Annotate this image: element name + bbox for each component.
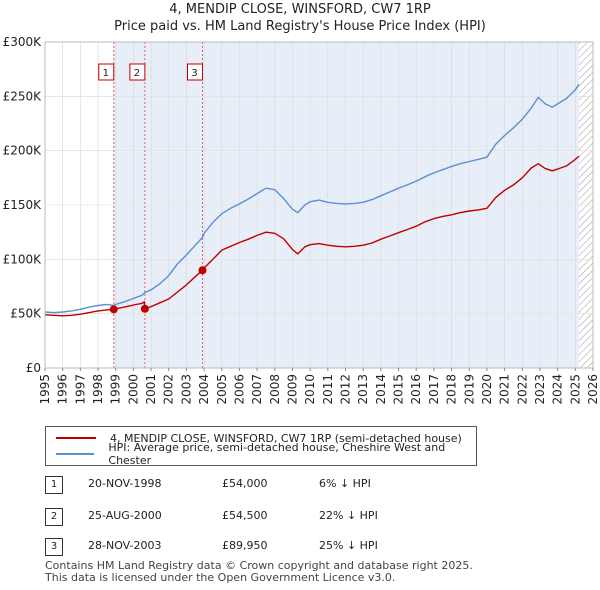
x-tick-label: 2001 bbox=[144, 374, 158, 405]
x-tick-label: 2024 bbox=[551, 374, 565, 405]
transaction-label: 1 bbox=[103, 68, 109, 79]
y-tick-label: £250K bbox=[3, 89, 43, 103]
x-tick-label: 1998 bbox=[91, 374, 105, 405]
x-tick-label: 2017 bbox=[427, 374, 441, 405]
x-tick-label: 2012 bbox=[339, 374, 353, 405]
x-tick-label: 2015 bbox=[392, 374, 406, 405]
transaction-price: £54,500 bbox=[222, 509, 268, 522]
x-tick-label: 2002 bbox=[162, 374, 176, 405]
transaction-hpi: 22% ↓ HPI bbox=[319, 509, 378, 522]
hpi-series-line bbox=[44, 84, 580, 314]
x-tick-label: 2003 bbox=[179, 374, 193, 405]
y-tick-label: £150K bbox=[3, 198, 43, 212]
plot-frame bbox=[44, 41, 594, 369]
x-tick-label: 1995 bbox=[38, 374, 52, 405]
legend-swatch-hpi bbox=[56, 453, 95, 455]
legend-label-hpi: HPI: Average price, semi-detached house,… bbox=[108, 441, 446, 467]
x-tick-label: 2011 bbox=[321, 374, 335, 405]
legend-label-price: 4, MENDIP CLOSE, WINSFORD, CW7 1RP (semi… bbox=[110, 431, 462, 445]
x-tick-label: 2007 bbox=[250, 374, 264, 405]
transaction-number: 3 bbox=[45, 538, 63, 556]
price-chart: 1 2 3 £0 £50K £100K £150K £200K £250K £300K 1995 1… bbox=[3, 35, 600, 405]
x-tick-label: 2010 bbox=[303, 374, 317, 405]
transaction-label-box bbox=[187, 63, 204, 81]
y-tick-label: £50K bbox=[10, 307, 42, 321]
transaction-number: 1 bbox=[45, 476, 63, 494]
attribution-line-1: Contains HM Land Registry data © Crown c… bbox=[45, 559, 473, 572]
transaction-label: 3 bbox=[191, 68, 197, 79]
price-series-line bbox=[44, 155, 580, 317]
x-tick-label: 2008 bbox=[268, 374, 282, 405]
transaction-label: 2 bbox=[134, 68, 140, 79]
x-tick-label: 2005 bbox=[215, 374, 229, 405]
x-tick-label: 2006 bbox=[232, 374, 246, 405]
x-tick-label: 2004 bbox=[197, 374, 211, 405]
transaction-point bbox=[109, 305, 118, 314]
attribution-footer: Contains HM Land Registry data © Crown c… bbox=[45, 560, 473, 584]
chart-legend: 4, MENDIP CLOSE, WINSFORD, CW7 1RP (semi… bbox=[45, 426, 477, 467]
transaction-label-box bbox=[129, 63, 146, 81]
transaction-price: £54,000 bbox=[222, 477, 268, 490]
transaction-price: £89,950 bbox=[222, 539, 268, 552]
x-tick-label: 2009 bbox=[285, 374, 299, 405]
x-tick-label: 2025 bbox=[568, 374, 582, 405]
x-tick-label: 2026 bbox=[586, 374, 600, 405]
transaction-label-box bbox=[98, 63, 115, 81]
y-tick-label: £300K bbox=[3, 35, 43, 49]
x-tick-label: 1996 bbox=[56, 374, 70, 405]
transaction-date: 28-NOV-2003 bbox=[88, 539, 162, 552]
y-tick-label: £200K bbox=[3, 144, 43, 158]
attribution-line-2: This data is licensed under the Open Gov… bbox=[45, 571, 396, 584]
x-tick-label: 1999 bbox=[109, 374, 123, 405]
y-tick-label: £100K bbox=[3, 252, 43, 266]
x-tick-label: 2016 bbox=[409, 374, 423, 405]
legend-swatch-price bbox=[56, 437, 96, 439]
x-tick-label: 2021 bbox=[498, 374, 512, 405]
transaction-date: 25-AUG-2000 bbox=[88, 509, 162, 522]
transaction-point bbox=[140, 304, 149, 313]
x-tick-label: 2023 bbox=[533, 374, 547, 405]
x-tick-label: 2020 bbox=[480, 374, 494, 405]
legend-item-hpi: HPI: Average price, semi-detached house,… bbox=[56, 441, 476, 467]
transaction-hpi: 25% ↓ HPI bbox=[319, 539, 378, 552]
y-tick-label: £0 bbox=[26, 361, 41, 375]
x-tick-label: 2018 bbox=[445, 374, 459, 405]
legend-item-price: 4, MENDIP CLOSE, WINSFORD, CW7 1RP (semi… bbox=[56, 430, 462, 446]
x-tick-label: 2013 bbox=[356, 374, 370, 405]
x-tick-label: 2014 bbox=[374, 374, 388, 405]
transaction-number: 2 bbox=[45, 508, 63, 526]
chart-title: 4, MENDIP CLOSE, WINSFORD, CW7 1RP bbox=[169, 2, 431, 17]
x-tick-label: 2022 bbox=[515, 374, 529, 405]
x-tick-label: 2000 bbox=[126, 374, 140, 405]
transaction-point bbox=[198, 266, 207, 275]
x-tick-label: 1997 bbox=[73, 374, 87, 405]
transaction-date: 20-NOV-1998 bbox=[88, 477, 162, 490]
transaction-hpi: 6% ↓ HPI bbox=[319, 477, 371, 490]
chart-subtitle: Price paid vs. HM Land Registry's House … bbox=[114, 19, 486, 34]
x-tick-label: 2019 bbox=[462, 374, 476, 405]
